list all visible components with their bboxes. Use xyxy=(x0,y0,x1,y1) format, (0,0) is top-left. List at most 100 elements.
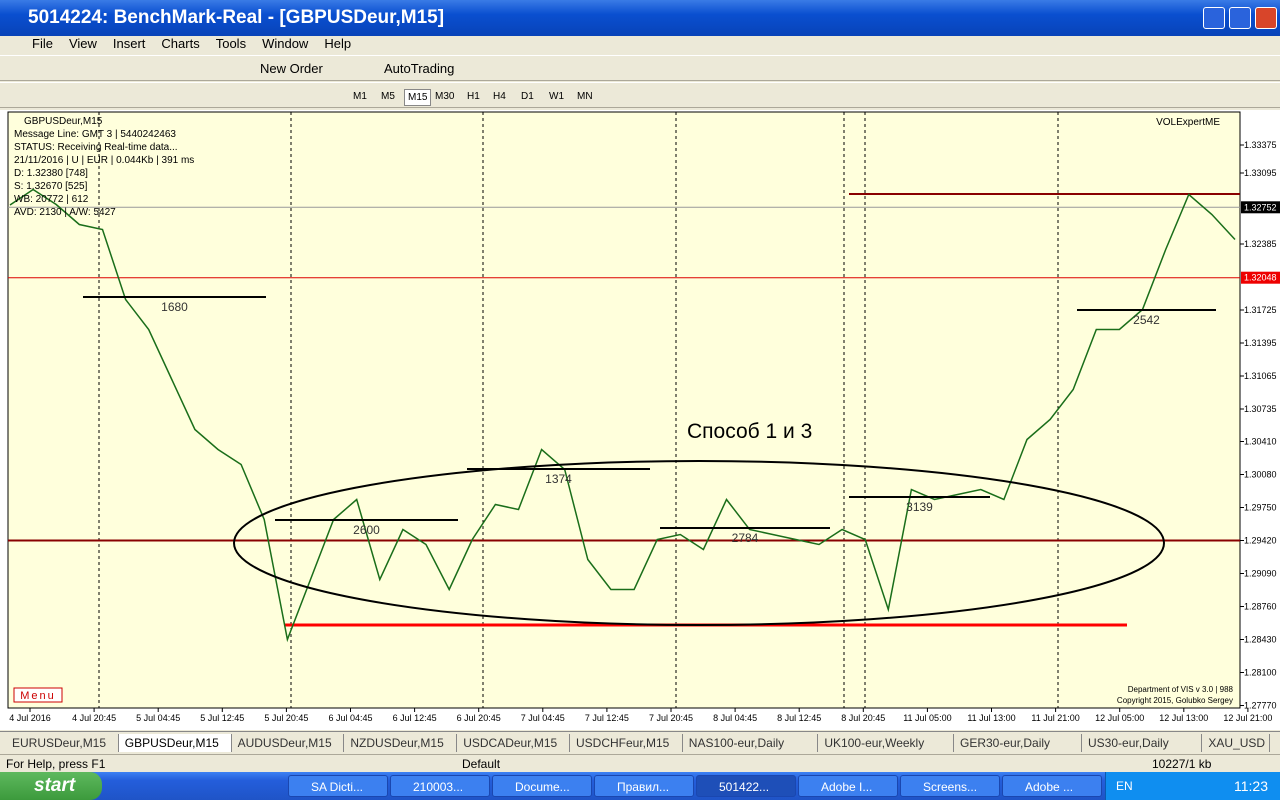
taskbar-item[interactable]: Screens... xyxy=(900,775,1000,797)
zone-label: 3139 xyxy=(906,500,933,514)
chart-tab[interactable]: USDCADeur,M15 xyxy=(457,734,570,752)
y-tick-label: 1.33375 xyxy=(1244,140,1277,150)
chart-tab[interactable]: AUDUSDeur,M15 xyxy=(232,734,345,752)
taskbar-item[interactable]: 210003... xyxy=(390,775,490,797)
language[interactable]: EN xyxy=(1116,779,1133,793)
chart-tab[interactable]: GER30-eur,Daily xyxy=(954,734,1082,752)
annotation-ellipse xyxy=(233,460,1165,626)
annotation-text: Способ 1 и 3 xyxy=(687,420,812,443)
y-tick-label: 1.28760 xyxy=(1244,602,1277,612)
chart-info: WB: 20772 | 612 xyxy=(14,194,89,205)
menu-item[interactable]: Insert xyxy=(112,36,146,51)
x-tick-label: 11 Jul 13:00 xyxy=(967,713,1015,723)
timeframe-button[interactable]: W1 xyxy=(549,91,564,102)
y-tick-label: 1.27770 xyxy=(1244,701,1277,711)
menu-item[interactable]: Help xyxy=(324,36,352,51)
timeframe-button[interactable]: H4 xyxy=(493,91,506,102)
taskbar-item[interactable]: Docume... xyxy=(492,775,592,797)
x-tick-label: 8 Jul 20:45 xyxy=(841,713,885,723)
y-tick-label: 1.30080 xyxy=(1244,470,1277,480)
chart-info: D: 1.32380 [748] xyxy=(14,168,88,179)
y-tick-label: 1.31395 xyxy=(1244,338,1277,348)
autotrading-button[interactable]: AutoTrading xyxy=(384,61,455,76)
timeframe-button[interactable]: MN xyxy=(577,91,593,102)
menu-item[interactable]: Window xyxy=(262,36,309,51)
chart-tab[interactable]: EURUSDeur,M15 xyxy=(6,734,119,752)
price-tag xyxy=(1241,271,1280,284)
menu-bar: File View Insert Charts Tools Window Help xyxy=(0,34,1280,54)
menu-item[interactable]: Charts xyxy=(161,36,200,51)
menu-button: Menu xyxy=(20,690,56,702)
zone-label: 1680 xyxy=(161,300,188,314)
zone-label: 2542 xyxy=(1133,313,1160,327)
x-tick-label: 5 Jul 20:45 xyxy=(264,713,308,723)
taskbar-item[interactable]: 501422... xyxy=(696,775,796,797)
timeframe-button[interactable]: D1 xyxy=(521,91,534,102)
expert-name: VOLExpertME xyxy=(1156,117,1220,128)
menu-item[interactable]: Tools xyxy=(215,36,247,51)
timeframe-button[interactable]: M5 xyxy=(381,91,395,102)
y-tick-label: 1.31725 xyxy=(1244,305,1277,315)
y-tick-label: 1.28100 xyxy=(1244,668,1277,678)
close-button[interactable] xyxy=(1255,7,1277,29)
x-tick-label: 4 Jul 2016 xyxy=(9,713,51,723)
copyright: Department of VIS v 3.0 | 988 xyxy=(1128,685,1234,694)
chart-info: Message Line: GMT 3 | 5440242463 xyxy=(14,129,176,140)
timeframe-button[interactable]: M15 xyxy=(404,89,432,106)
chart-tab[interactable]: GBPUSDeur,M15 xyxy=(118,734,232,752)
chart-info: 21/11/2016 | U | EUR | 0.044Kb | 391 ms xyxy=(14,155,194,166)
maximize-button[interactable] xyxy=(1229,7,1251,29)
y-tick-label: 1.29420 xyxy=(1244,536,1277,546)
menu-item[interactable]: View xyxy=(68,36,97,51)
new-order-button[interactable]: New Order xyxy=(260,61,323,76)
chart-tab[interactable]: USDCHFeur,M15 xyxy=(570,734,683,752)
chart-tab[interactable]: XAU_USD xyxy=(1202,734,1270,752)
taskbar: start EN 11:23 SA Dicti... 210003... Docum… xyxy=(0,772,1280,800)
y-tick-label: 1.30735 xyxy=(1244,404,1277,414)
status-help: For Help, press F1 xyxy=(6,757,106,771)
zone-label: 2600 xyxy=(353,523,380,537)
taskbar-item[interactable]: Adobe I... xyxy=(798,775,898,797)
y-tick-label: 1.32385 xyxy=(1244,239,1277,249)
x-tick-label: 12 Jul 13:00 xyxy=(1159,713,1208,723)
x-tick-label: 11 Jul 21:00 xyxy=(1031,713,1079,723)
start-button[interactable]: start xyxy=(0,772,102,800)
x-tick-label: 6 Jul 20:45 xyxy=(457,713,501,723)
timeframe-button[interactable]: H1 xyxy=(467,91,480,102)
toolbar: New Order AutoTrading xyxy=(0,55,1280,81)
taskbar-item[interactable]: Adobe ... xyxy=(1002,775,1102,797)
zone-label: 2784 xyxy=(732,531,759,545)
y-tick-label: 1.33095 xyxy=(1244,168,1277,178)
price-tag xyxy=(1241,201,1280,214)
taskbar-item[interactable]: SA Dicti... xyxy=(288,775,388,797)
x-tick-label: 5 Jul 04:45 xyxy=(136,713,180,723)
price-tag-label: 1.32752 xyxy=(1244,202,1277,212)
menu-item[interactable]: File xyxy=(32,36,53,51)
y-tick-label: 1.28430 xyxy=(1244,635,1277,645)
window-title: 5014224: BenchMark-Real - [GBPUSDeur,M15… xyxy=(28,7,445,28)
menu-button-box xyxy=(13,687,63,703)
x-tick-label: 4 Jul 20:45 xyxy=(72,713,116,723)
plot-area xyxy=(7,111,1241,709)
chart-tab[interactable]: NZDUSDeur,M15 xyxy=(344,734,458,752)
timeframe-button[interactable]: M1 xyxy=(353,91,367,102)
x-tick-label: 8 Jul 04:45 xyxy=(713,713,757,723)
chart-tab[interactable]: UK100-eur,Weekly xyxy=(818,734,954,752)
chart-tab[interactable]: US30-eur,Daily xyxy=(1082,734,1203,752)
chart: 1680 2600 1374 2784 3139 2542 Способ 1 и 3 GBPU… xyxy=(7,111,1280,723)
taskbar-item[interactable]: Правил... xyxy=(594,775,694,797)
x-tick-label: 7 Jul 20:45 xyxy=(649,713,693,723)
x-tick-label: 11 Jul 05:00 xyxy=(903,713,951,723)
x-tick-label: 6 Jul 12:45 xyxy=(393,713,437,723)
x-tick-label: 7 Jul 12:45 xyxy=(585,713,629,723)
chart-tab[interactable]: NAS100-eur,Daily xyxy=(683,734,819,752)
status-profile: Default xyxy=(462,757,501,771)
timeframe-button[interactable]: M30 xyxy=(435,91,455,102)
minimize-button[interactable] xyxy=(1203,7,1225,29)
toolbar-timeframes: M1 M5 M15 M30 H1 H4 D1 W1 MN xyxy=(0,82,1280,108)
status-traffic: 10227/1 kb xyxy=(1152,757,1212,771)
x-tick-label: 12 Jul 05:00 xyxy=(1095,713,1144,723)
y-tick-label: 1.29750 xyxy=(1244,503,1277,513)
x-tick-label: 8 Jul 12:45 xyxy=(777,713,821,723)
